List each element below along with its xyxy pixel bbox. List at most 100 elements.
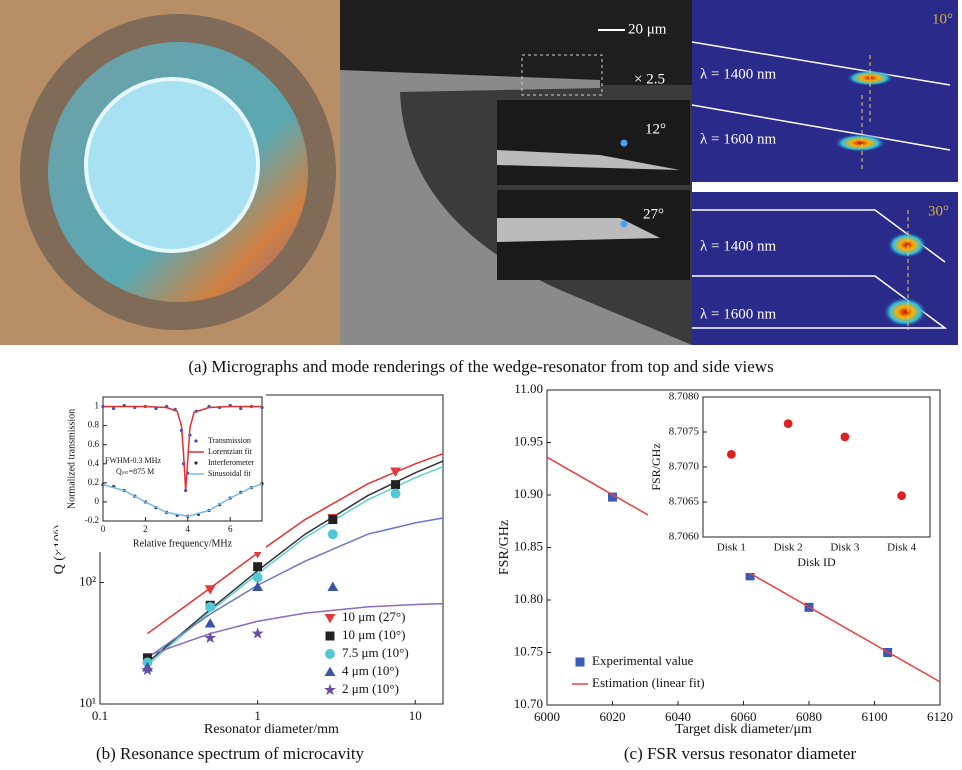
series-line [102,483,263,517]
mode-spot [834,134,886,152]
point [391,480,401,490]
wavelength-label: λ = 1600 nm [700,131,776,147]
x-tick-label: Disk 2 [774,542,803,554]
y-tick-label: 10.90 [514,486,543,501]
y-tick-label: 11.00 [514,381,543,396]
y-tick-label: 10.85 [514,538,543,553]
point [324,613,336,624]
y-tick-label: 10.70 [514,696,543,711]
y-tick-label: 8.7060 [669,531,700,543]
y-tick-label: 10² [79,574,96,589]
x-axis-label: Target disk diameter/μm [675,722,812,737]
y-tick-label: 8.7065 [669,496,700,508]
mode-panel [692,0,958,182]
wavelength-label: λ = 1600 nm [700,306,776,322]
legend-label: Sinusoidal fit [208,469,252,478]
plot-frame [102,396,263,522]
point [204,585,216,595]
y-tick-label: 0.2 [88,477,99,487]
y-tick-label: 10.75 [514,643,543,658]
point [251,627,264,639]
series-line [103,405,262,491]
x-tick-label: 6120 [927,709,953,724]
wedge-12 [497,150,680,170]
x-tick-label: Disk 3 [830,542,860,554]
y-tick-label: 10.95 [514,433,543,448]
point [204,618,216,628]
legend-label: 2 μm (10°) [342,681,399,696]
point [205,601,216,612]
point [783,419,793,428]
legend-label: 10 μm (10°) [342,627,405,642]
point [111,406,116,411]
inset-background [648,393,938,573]
point [252,572,263,583]
y-tick-label: -0.2 [85,515,99,525]
wedge-27 [497,218,660,242]
y-tick-label: 8.7080 [669,391,700,403]
y-axis-label: FSR/GHz [649,443,663,490]
point [239,406,243,411]
mode-angle: 30° [928,203,949,219]
marker-dot [620,139,628,147]
x-tick-label: 2 [143,524,148,534]
x-axis-label: Relative frequency/MHz [133,538,233,549]
legend-label: Interferometer [208,458,255,467]
point [252,581,264,591]
angle-label: 27° [643,206,664,222]
x-tick-label: Disk 1 [717,542,746,554]
caption: (a) Micrographs and mode renderings of t… [188,357,773,376]
y-axis-label: Normalized transmission [66,409,77,509]
x-axis-label: Disk ID [797,555,836,569]
point [141,663,154,676]
legend-label: 4 μm (10°) [342,663,399,678]
point [390,488,401,499]
wedge-outline [691,41,951,329]
sem-wedge [340,70,692,345]
legend-label: 10 μm (27°) [342,609,405,624]
point [194,439,198,443]
x-tick-label: 6080 [796,709,822,724]
x-tick-label: 6060 [731,709,757,724]
y-tick-label: 1 [95,401,100,411]
angle-label: 12° [645,121,666,137]
x-tick-label: 6 [228,524,233,534]
fit-curve [147,517,444,659]
x-tick-label: 6020 [600,709,626,724]
mode-angle: 10° [932,11,953,27]
zoom-label: × 2.5 [634,71,665,87]
legend-label: Estimation (linear fit) [592,675,705,690]
y-tick-label: 8.7070 [669,461,700,473]
wavelength-label: λ = 1400 nm [700,66,776,82]
caption: (b) Resonance spectrum of microcavity [96,744,365,763]
legend-label: Lorentzian fit [208,447,253,456]
x-tick-label: 0.1 [92,708,108,723]
marker-dot [620,220,628,228]
y-axis-label: FSR/GHz [497,520,512,575]
mode-spot [883,297,927,327]
point [324,666,336,677]
y-tick-label: 8.7075 [669,426,700,438]
y-tick-label: 0.6 [88,439,100,449]
zoom-12 [497,100,690,185]
point [726,450,736,459]
point [390,467,401,477]
wavelength-label: λ = 1400 nm [700,238,776,254]
point [325,649,335,659]
x-tick-label: 6040 [665,709,691,724]
sem-background [340,0,692,85]
x-tick-label: 4 [186,524,191,534]
point [325,631,335,641]
axis-marker [861,55,909,330]
point [327,529,338,540]
point [327,581,339,591]
y-tick-label: 0.8 [88,420,100,430]
point [575,657,585,667]
point [194,461,198,465]
annotation: FWHM-0.3 MHz [105,456,161,465]
y-tick-label: 10¹ [79,695,96,710]
point [745,571,755,581]
point [204,631,217,644]
y-tick-label: 10.80 [514,591,543,606]
x-axis-label: Resonator diameter/mm [204,722,339,737]
